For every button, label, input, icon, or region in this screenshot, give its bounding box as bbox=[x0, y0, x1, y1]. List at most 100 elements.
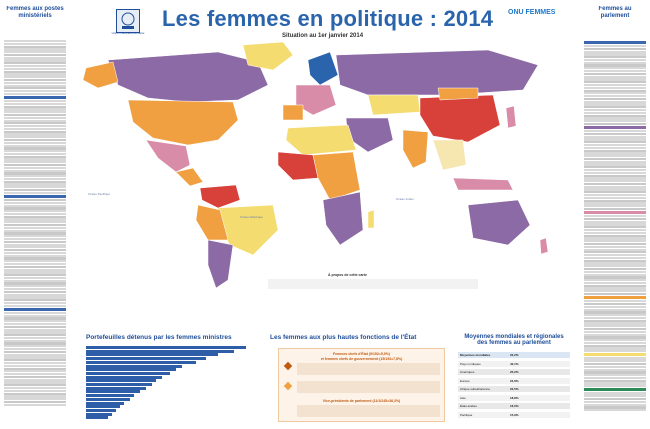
ranking-row bbox=[584, 314, 646, 317]
ranking-row bbox=[4, 221, 66, 224]
ranking-row bbox=[584, 56, 646, 59]
country-russia bbox=[335, 49, 539, 96]
ranking-row bbox=[584, 406, 646, 409]
regional-row-value: 15,9% bbox=[510, 412, 519, 417]
ocean-label-pacific: Océan Pacifique bbox=[88, 192, 110, 196]
heads-state-list bbox=[297, 363, 440, 375]
country-scandinavia bbox=[307, 51, 339, 86]
ranking-row bbox=[584, 357, 646, 360]
ranking-band bbox=[4, 195, 66, 198]
ranking-row bbox=[4, 180, 66, 183]
ranking-row bbox=[584, 240, 646, 243]
ranking-row bbox=[584, 182, 646, 186]
regional-row: Amériques 25,2% bbox=[458, 369, 570, 375]
ranking-row bbox=[4, 282, 66, 285]
regional-row-label: Asie bbox=[460, 395, 466, 400]
ranking-row bbox=[4, 76, 66, 79]
portfolio-bar bbox=[86, 386, 146, 390]
ranking-row bbox=[584, 339, 646, 342]
ranking-row bbox=[584, 196, 646, 199]
ranking-row bbox=[4, 152, 66, 156]
ranking-band bbox=[584, 353, 646, 357]
ranking-row bbox=[4, 87, 66, 90]
ranking-row bbox=[4, 125, 66, 128]
ranking-row bbox=[4, 207, 66, 210]
ranking-row bbox=[584, 226, 646, 229]
ranking-row bbox=[584, 207, 646, 211]
ranking-row bbox=[584, 106, 646, 109]
ranking-row bbox=[584, 276, 646, 279]
ranking-row bbox=[584, 138, 646, 141]
ranking-row bbox=[4, 276, 66, 280]
country-india bbox=[402, 129, 429, 169]
ranking-row bbox=[584, 316, 646, 320]
ranking-row bbox=[584, 141, 646, 144]
ranking-row bbox=[584, 100, 646, 103]
ranking-row bbox=[584, 217, 646, 221]
ranking-row bbox=[584, 143, 646, 147]
ranking-row bbox=[4, 127, 66, 131]
ranking-row bbox=[584, 78, 646, 81]
ranking-row bbox=[584, 330, 646, 333]
ranking-row bbox=[584, 188, 646, 191]
regional-row-label: Moyennes mondiales bbox=[460, 353, 491, 357]
ranking-row bbox=[584, 70, 646, 73]
country-alaska bbox=[82, 61, 119, 89]
ranking-row bbox=[584, 231, 646, 234]
portfolio-bar bbox=[86, 368, 176, 372]
ranking-row bbox=[584, 311, 646, 314]
ranking-row bbox=[584, 45, 646, 48]
ranking-row bbox=[584, 205, 646, 208]
ministers-ranking-rows bbox=[4, 40, 66, 423]
ocean-label-indian: Océan Indien bbox=[396, 197, 414, 201]
ranking-row bbox=[584, 47, 646, 50]
regional-row: États arabes 16,0% bbox=[458, 403, 570, 409]
country-kazakhstan bbox=[367, 94, 421, 116]
ranking-row bbox=[584, 398, 646, 401]
ranking-row bbox=[4, 78, 66, 82]
country-west-africa bbox=[277, 151, 319, 181]
ranking-row bbox=[4, 105, 66, 108]
ranking-row bbox=[584, 290, 646, 293]
ranking-row bbox=[4, 271, 66, 274]
ranking-row bbox=[4, 293, 66, 296]
ranking-row bbox=[584, 293, 646, 296]
ranking-row bbox=[584, 273, 646, 276]
country-australia bbox=[467, 199, 531, 246]
ranking-row bbox=[4, 296, 66, 299]
ranking-band bbox=[584, 296, 646, 300]
ranking-row bbox=[584, 344, 646, 347]
regional-row: Europe 24,6% bbox=[458, 377, 570, 384]
ranking-row bbox=[584, 95, 646, 98]
ranking-row bbox=[584, 409, 646, 412]
ministers-ranking-column: Femmes aux postes ministériels bbox=[4, 6, 66, 423]
ranking-row bbox=[4, 177, 66, 181]
country-southern-africa bbox=[322, 191, 364, 246]
heads-of-state-panel: Femmes chefs d'État (9/152=5,9%) et femm… bbox=[278, 348, 445, 422]
ranking-row bbox=[4, 367, 66, 370]
ipu-label: Union interparlementaire bbox=[111, 31, 145, 35]
ranking-row bbox=[584, 267, 646, 271]
ranking-row bbox=[4, 90, 66, 93]
ranking-row bbox=[584, 237, 646, 240]
ranking-row bbox=[4, 122, 66, 125]
ranking-row bbox=[584, 265, 646, 268]
portfolio-bar bbox=[86, 375, 162, 379]
ranking-row bbox=[4, 254, 66, 257]
ranking-row bbox=[584, 245, 646, 248]
ranking-row bbox=[4, 345, 66, 348]
ranking-row bbox=[4, 246, 66, 249]
ranking-row bbox=[4, 288, 66, 291]
portfolio-bar bbox=[86, 390, 140, 394]
ranking-row bbox=[4, 186, 66, 189]
ranking-row bbox=[4, 201, 66, 204]
country-greenland bbox=[242, 41, 294, 71]
ranking-row bbox=[584, 350, 646, 353]
ranking-row bbox=[584, 363, 646, 366]
portfolio-bar bbox=[86, 394, 134, 398]
regional-row: Moyennes mondiales 22,2% bbox=[458, 352, 570, 358]
ranking-row bbox=[4, 113, 66, 117]
ministers-portfolios-section: Portefeuilles détenus par les femmes min… bbox=[86, 334, 256, 424]
ocean-label-atlantic: Océan Atlantique bbox=[240, 215, 263, 219]
heads-of-state-title: Les femmes aux plus hautes fonctions de … bbox=[270, 334, 417, 341]
